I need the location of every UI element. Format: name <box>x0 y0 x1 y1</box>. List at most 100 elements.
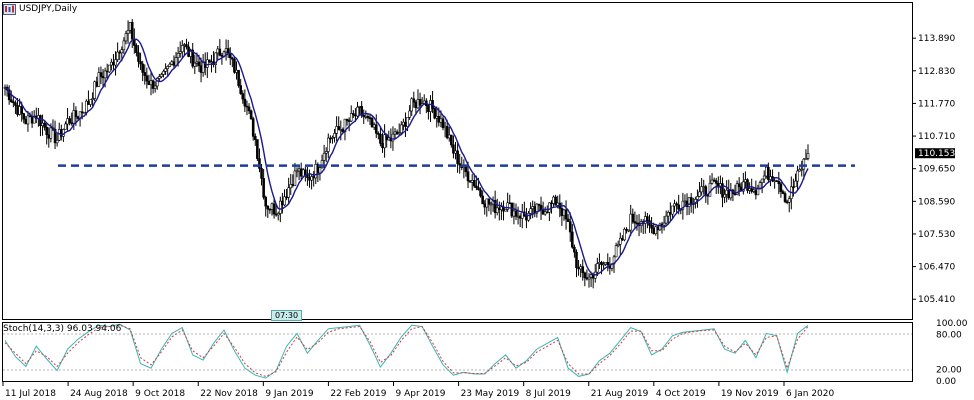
candle-body <box>214 52 217 65</box>
candle-body <box>723 194 726 198</box>
candle-body <box>166 66 169 69</box>
candle-body <box>777 180 781 184</box>
date-tick-label: 6 Jan 2020 <box>786 389 834 399</box>
candle-body <box>274 213 278 216</box>
candle-body <box>508 202 512 205</box>
date-tick-label: 24 Aug 2018 <box>70 389 128 399</box>
candle-body <box>24 118 28 125</box>
candle-body <box>9 99 13 103</box>
candle-body <box>627 229 630 232</box>
candle-body <box>139 61 142 65</box>
candle-body <box>687 197 691 207</box>
candle-body <box>616 243 620 246</box>
candle-body <box>698 191 701 197</box>
candle-body <box>370 118 374 128</box>
candle-body <box>110 61 113 66</box>
price-tick-label: 107.530 <box>918 230 955 240</box>
candle-body <box>598 261 601 264</box>
candle-body <box>656 226 660 231</box>
candle-body <box>239 85 242 94</box>
candle-body <box>585 277 589 280</box>
candle-body <box>458 163 461 166</box>
candle-body <box>683 200 687 203</box>
candle-body <box>122 40 126 50</box>
candle-body <box>339 129 343 131</box>
candle-body <box>18 106 21 115</box>
candle-body <box>333 133 336 138</box>
candle-body <box>737 183 741 188</box>
candle-body <box>178 51 182 54</box>
candle-body <box>742 181 745 192</box>
candle-body <box>372 124 376 128</box>
candle-body <box>410 98 414 112</box>
candle-body <box>107 64 111 73</box>
candle-body <box>226 48 230 54</box>
candle-body <box>72 110 76 124</box>
candle-body <box>335 126 338 134</box>
candle-body <box>785 201 789 203</box>
candle-body <box>543 211 547 215</box>
candle-body <box>243 98 247 107</box>
candle-body <box>802 158 806 170</box>
candle-body <box>143 72 147 76</box>
candle-body <box>208 59 211 63</box>
candle-body <box>247 106 251 112</box>
date-tick-label: 11 Jul 2018 <box>5 389 56 399</box>
candle-body <box>354 114 357 117</box>
candle-body <box>141 63 144 73</box>
candle-body <box>760 178 764 183</box>
candle-body <box>195 61 199 64</box>
candle-body <box>454 150 457 154</box>
candle-body <box>345 118 349 121</box>
candle-body <box>287 187 290 198</box>
candle-body <box>560 208 564 216</box>
candle-body <box>587 276 591 280</box>
candle-body <box>399 124 403 134</box>
candle-body <box>91 98 94 100</box>
date-tick-label: 9 Oct 2018 <box>135 389 185 399</box>
time-axis: 11 Jul 2018 24 Aug 2018 9 Oct 2018 22 Nov 2… <box>2 382 834 399</box>
candle-body <box>55 139 59 144</box>
candle-body <box>45 127 49 136</box>
candle-body <box>22 113 26 120</box>
candle-body <box>579 266 582 270</box>
candle-body <box>681 200 685 210</box>
candle-body <box>258 158 261 169</box>
candle-body <box>554 196 557 206</box>
candle-body <box>483 203 487 208</box>
candle-body <box>326 137 330 152</box>
candle-body <box>297 168 301 172</box>
candle-body <box>308 177 311 181</box>
candle-body <box>548 202 551 213</box>
candle-body <box>673 203 676 207</box>
date-tick-label: 19 Nov 2019 <box>721 389 779 399</box>
candle-body <box>418 99 422 106</box>
candle-body <box>623 228 626 241</box>
candle-body <box>752 189 756 192</box>
candle-body <box>101 76 105 79</box>
candle-body <box>556 202 560 206</box>
candle-body <box>53 128 57 144</box>
candle-body <box>677 204 680 210</box>
candle-body <box>291 184 295 186</box>
candle-body <box>581 266 585 274</box>
candle-body <box>41 122 44 127</box>
candle-body <box>43 122 46 128</box>
candle-body <box>318 167 322 174</box>
candle-body <box>600 261 603 265</box>
candle-body <box>762 175 766 180</box>
candle-body <box>64 123 67 130</box>
candle-body <box>470 179 474 183</box>
stoch-axis: 100.00 80.00 20.00 0.00 <box>936 319 968 387</box>
candle-body <box>381 143 384 149</box>
candle-body <box>180 45 184 52</box>
candle-body <box>279 200 282 214</box>
price-tick-label: 112.830 <box>918 67 955 77</box>
candle-body <box>696 196 699 200</box>
candle-body <box>87 100 90 105</box>
candle-body <box>293 170 297 186</box>
candle-body <box>512 210 516 217</box>
candle-body <box>20 106 23 114</box>
candle-body <box>276 213 280 216</box>
